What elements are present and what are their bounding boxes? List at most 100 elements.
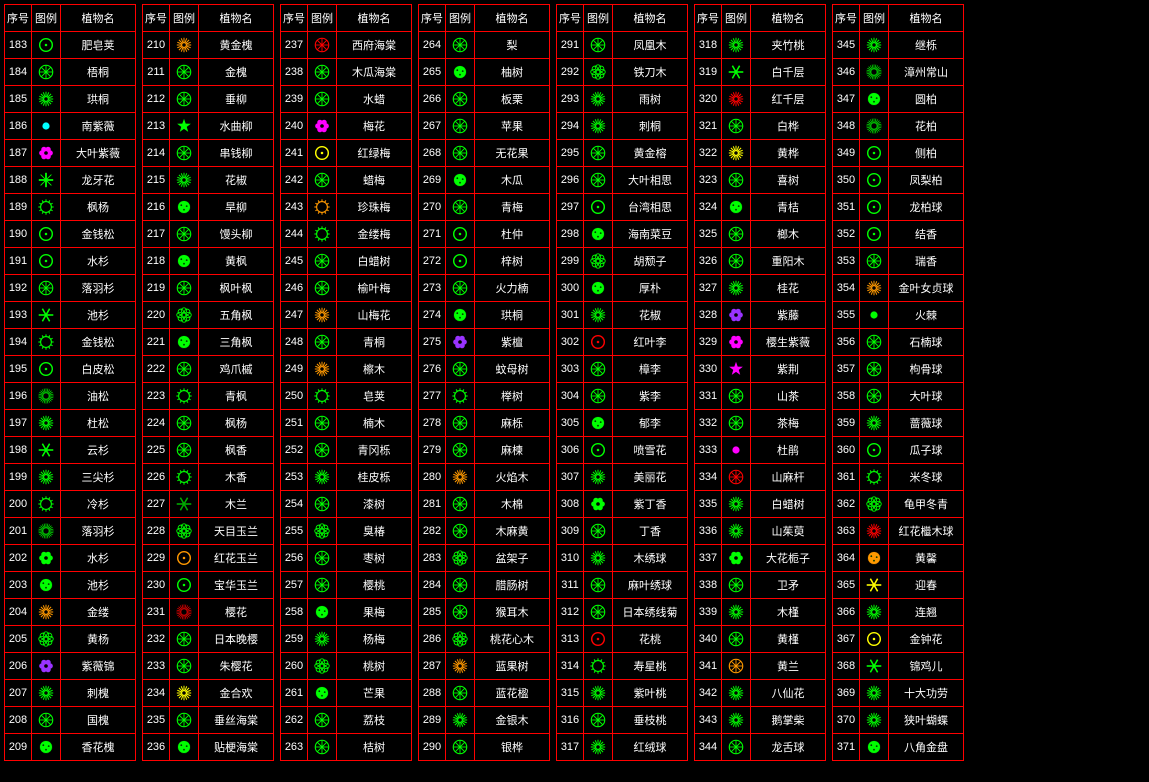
- plant-name: 鹅掌柴: [751, 707, 826, 734]
- plant-name: 凤凰木: [613, 32, 688, 59]
- plant-name: 侧柏: [889, 140, 964, 167]
- plant-idx: 268: [419, 140, 446, 167]
- plant-idx: 226: [143, 464, 170, 491]
- plant-idx: 206: [5, 653, 32, 680]
- plant-name: 白蜡树: [337, 248, 412, 275]
- plant-idx: 275: [419, 329, 446, 356]
- plant-idx: 244: [281, 221, 308, 248]
- header-icon: 图例: [170, 5, 199, 32]
- plant-row: 354 金叶女贞球: [833, 275, 964, 302]
- plant-icon: [308, 194, 337, 221]
- plant-row: 365 迎春: [833, 572, 964, 599]
- plant-name: 红花檵木球: [889, 518, 964, 545]
- plant-name: 火力楠: [475, 275, 550, 302]
- plant-icon: [170, 221, 199, 248]
- plant-row: 261 芒果: [281, 680, 412, 707]
- plant-name: 火焰木: [475, 464, 550, 491]
- plant-idx: 291: [557, 32, 584, 59]
- plant-name: 紫丁香: [613, 491, 688, 518]
- plant-icon: [308, 599, 337, 626]
- plant-icon: [584, 221, 613, 248]
- plant-row: 223 青枫: [143, 383, 274, 410]
- plant-icon: [722, 32, 751, 59]
- plant-idx: 213: [143, 113, 170, 140]
- plant-name: 白桦: [751, 113, 826, 140]
- plant-name: 漳州常山: [889, 59, 964, 86]
- plant-idx: 199: [5, 464, 32, 491]
- plant-name: 黄杨: [61, 626, 136, 653]
- plant-icon: [170, 383, 199, 410]
- plant-row: 255 臭椿: [281, 518, 412, 545]
- plant-idx: 323: [695, 167, 722, 194]
- plant-row: 360 瓜子球: [833, 437, 964, 464]
- plant-row: 271 杜仲: [419, 221, 550, 248]
- plant-row: 260 桃树: [281, 653, 412, 680]
- plant-idx: 250: [281, 383, 308, 410]
- plant-icon: [584, 518, 613, 545]
- legend-column: 序号 图例 植物名 318 夹竹桃 319 白千层 320 红千层 321 白桦…: [694, 4, 826, 761]
- plant-idx: 280: [419, 464, 446, 491]
- plant-idx: 241: [281, 140, 308, 167]
- plant-idx: 345: [833, 32, 860, 59]
- plant-name: 樱桃: [337, 572, 412, 599]
- plant-name: 榉树: [475, 383, 550, 410]
- plant-icon: [860, 113, 889, 140]
- plant-name: 红花玉兰: [199, 545, 274, 572]
- plant-icon: [722, 491, 751, 518]
- plant-idx: 356: [833, 329, 860, 356]
- plant-idx: 321: [695, 113, 722, 140]
- plant-icon: [308, 437, 337, 464]
- plant-icon: [170, 275, 199, 302]
- plant-icon: [170, 707, 199, 734]
- plant-idx: 277: [419, 383, 446, 410]
- plant-idx: 342: [695, 680, 722, 707]
- plant-name: 珙桐: [475, 302, 550, 329]
- header-idx: 序号: [281, 5, 308, 32]
- plant-name: 木槿: [751, 599, 826, 626]
- plant-icon: [32, 59, 61, 86]
- plant-idx: 287: [419, 653, 446, 680]
- plant-icon: [170, 653, 199, 680]
- plant-idx: 289: [419, 707, 446, 734]
- plant-icon: [170, 140, 199, 167]
- plant-row: 216 旱柳: [143, 194, 274, 221]
- plant-row: 254 漆树: [281, 491, 412, 518]
- plant-idx: 330: [695, 356, 722, 383]
- plant-name: 花椒: [613, 302, 688, 329]
- plant-icon: [308, 707, 337, 734]
- plant-row: 226 木香: [143, 464, 274, 491]
- plant-row: 337 大花栀子: [695, 545, 826, 572]
- plant-icon: [860, 356, 889, 383]
- plant-row: 300 厚朴: [557, 275, 688, 302]
- plant-idx: 298: [557, 221, 584, 248]
- plant-row: 266 板栗: [419, 86, 550, 113]
- plant-name: 鸡爪槭: [199, 356, 274, 383]
- plant-icon: [308, 59, 337, 86]
- plant-name: 冷杉: [61, 491, 136, 518]
- plant-idx: 303: [557, 356, 584, 383]
- plant-name: 金钟花: [889, 626, 964, 653]
- plant-idx: 245: [281, 248, 308, 275]
- plant-row: 292 铁刀木: [557, 59, 688, 86]
- plant-name: 榆叶梅: [337, 275, 412, 302]
- plant-row: 306 喷雪花: [557, 437, 688, 464]
- plant-idx: 225: [143, 437, 170, 464]
- header-icon: 图例: [860, 5, 889, 32]
- plant-name: 黄槿: [751, 626, 826, 653]
- plant-row: 287 蓝果树: [419, 653, 550, 680]
- plant-idx: 352: [833, 221, 860, 248]
- plant-idx: 218: [143, 248, 170, 275]
- plant-icon: [722, 545, 751, 572]
- plant-idx: 222: [143, 356, 170, 383]
- plant-name: 结香: [889, 221, 964, 248]
- plant-name: 紫叶桃: [613, 680, 688, 707]
- plant-icon: [584, 707, 613, 734]
- plant-legend-grid: 序号 图例 植物名 183 肥皂荚 184 梧桐 185 珙桐 186 南紫薇 …: [4, 4, 1149, 761]
- plant-idx: 285: [419, 599, 446, 626]
- plant-row: 210 黄金槐: [143, 32, 274, 59]
- header-name: 植物名: [475, 5, 550, 32]
- plant-icon: [584, 113, 613, 140]
- plant-row: 325 榔木: [695, 221, 826, 248]
- plant-icon: [446, 518, 475, 545]
- plant-name: 池杉: [61, 572, 136, 599]
